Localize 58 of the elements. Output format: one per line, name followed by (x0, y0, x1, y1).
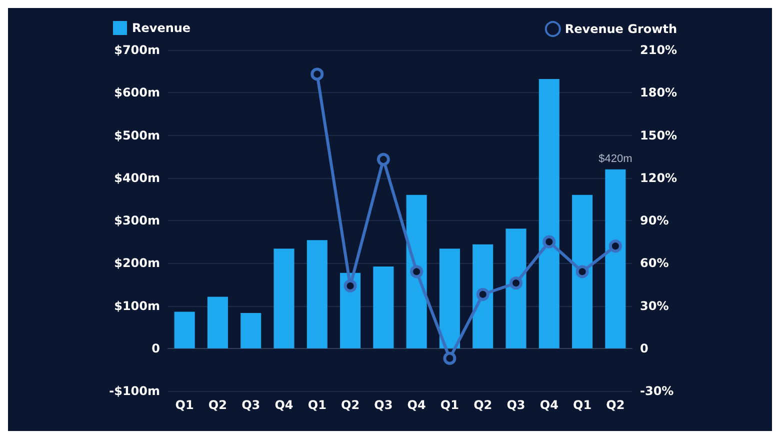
bar (406, 194, 427, 348)
x-tick-label: Q3 (374, 398, 393, 412)
x-tick-label: Q2 (606, 398, 625, 412)
point (410, 265, 424, 278)
y-tick-label: $100m (114, 298, 160, 313)
point (443, 352, 456, 365)
bar (306, 240, 328, 348)
x-tick-label: Q1 (573, 398, 592, 412)
x-tick-label: Q4 (274, 398, 294, 412)
legend-label: Revenue (132, 21, 191, 35)
bar (240, 312, 262, 348)
point (310, 68, 324, 81)
bar (572, 194, 593, 348)
point (576, 265, 589, 278)
bar (373, 266, 394, 348)
x-tick-label: Q2 (474, 398, 492, 412)
y-tick-label: $700m (114, 43, 160, 57)
x-tick-label: Q2 (208, 398, 227, 412)
x-tick-label: Q1 (308, 398, 326, 412)
y2-tick-label: 30% (640, 298, 669, 313)
x-tick-label: Q4 (540, 398, 558, 412)
x-tick-label: Q2 (341, 398, 360, 412)
point (510, 276, 522, 290)
bar (472, 244, 494, 348)
y-tick-label: 0 (152, 341, 160, 356)
y2-tick-label: 210% (640, 43, 678, 57)
x-tick-label: Q1 (175, 398, 194, 412)
point (608, 240, 622, 253)
bar (506, 228, 526, 348)
point (376, 152, 390, 166)
point (344, 279, 357, 292)
bar (274, 248, 294, 348)
y-tick-label: $300m (114, 214, 160, 228)
x-tick-label: Q4 (407, 398, 426, 412)
y-tick-label: -$100m (109, 384, 160, 398)
x-tick-label: Q1 (440, 398, 459, 412)
y2-tick-label: 90% (640, 214, 669, 228)
bar (207, 296, 228, 348)
y-tick-label: $500m (114, 128, 160, 142)
point (542, 235, 556, 248)
bar (538, 78, 560, 348)
x-tick-label: Q3 (242, 398, 260, 412)
y2-tick-label: 120% (640, 170, 678, 185)
x-tick-label: Q3 (506, 398, 526, 412)
bar (174, 312, 195, 348)
legend-label: Revenue Growth (564, 22, 678, 36)
y2-tick-label: 60% (640, 256, 669, 270)
y-tick-label: $400m (114, 170, 160, 185)
y-tick-label: $200m (114, 256, 160, 270)
y2-tick-label: 180% (640, 86, 678, 100)
y2-tick-label: 150% (640, 128, 678, 142)
bar (439, 248, 460, 348)
data-label: $420m (598, 152, 632, 165)
y2-tick-label: -30% (640, 384, 674, 398)
bar (605, 169, 626, 348)
y2-tick-label: 0 (640, 341, 648, 356)
point (476, 288, 490, 301)
y-tick-label: $600m (114, 86, 160, 100)
